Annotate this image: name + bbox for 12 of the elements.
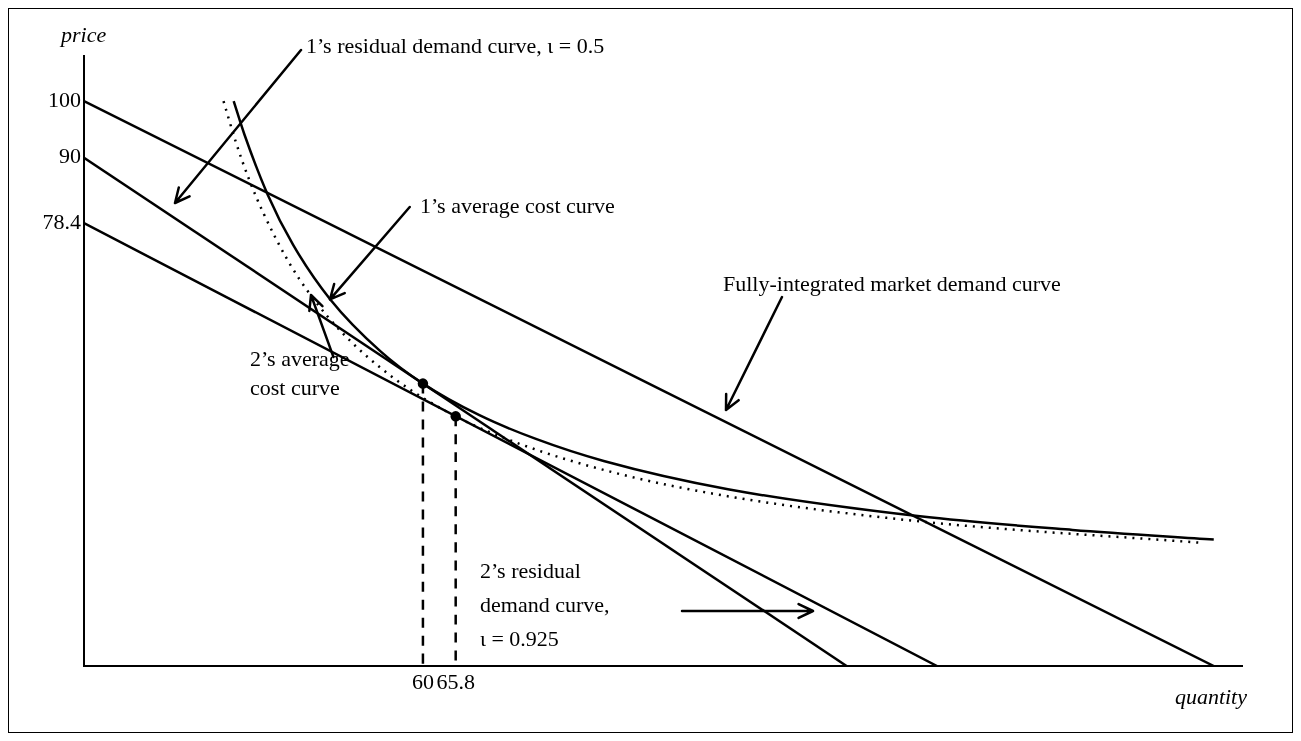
y-tick-label: 78.4 xyxy=(42,208,81,234)
y-axis-title: price xyxy=(59,22,107,47)
y-tick-label: 100 xyxy=(48,86,81,112)
x-tick-label: 60 xyxy=(411,668,434,694)
annotation: Fully-integrated market demand curve xyxy=(723,271,1061,296)
annotation: 2’s residual demand curve, ι = 0.925 xyxy=(480,558,610,651)
annotation: 1’s average cost curve xyxy=(420,193,615,218)
x-tick-label: 65.8 xyxy=(436,668,475,694)
annotation: 1’s residual demand curve, ι = 0.5 xyxy=(306,33,605,58)
annotation: 2’s average cost curve xyxy=(250,346,350,400)
x-axis-title: quantity xyxy=(1174,684,1248,709)
y-tick-label: 90 xyxy=(59,143,81,169)
